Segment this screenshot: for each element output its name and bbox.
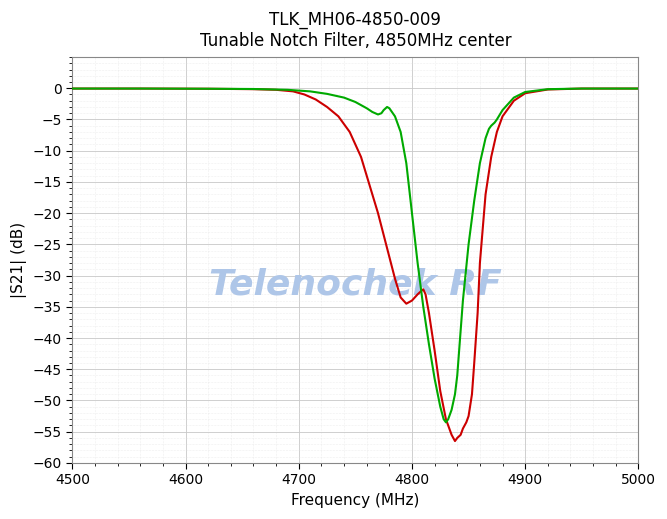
Y-axis label: |S21| (dB): |S21| (dB) <box>11 222 27 298</box>
X-axis label: Frequency (MHz): Frequency (MHz) <box>291 493 420 508</box>
Text: Telenochek RF: Telenochek RF <box>209 267 502 302</box>
Title: TLK_MH06-4850-009
Tunable Notch Filter, 4850MHz center: TLK_MH06-4850-009 Tunable Notch Filter, … <box>199 11 511 50</box>
